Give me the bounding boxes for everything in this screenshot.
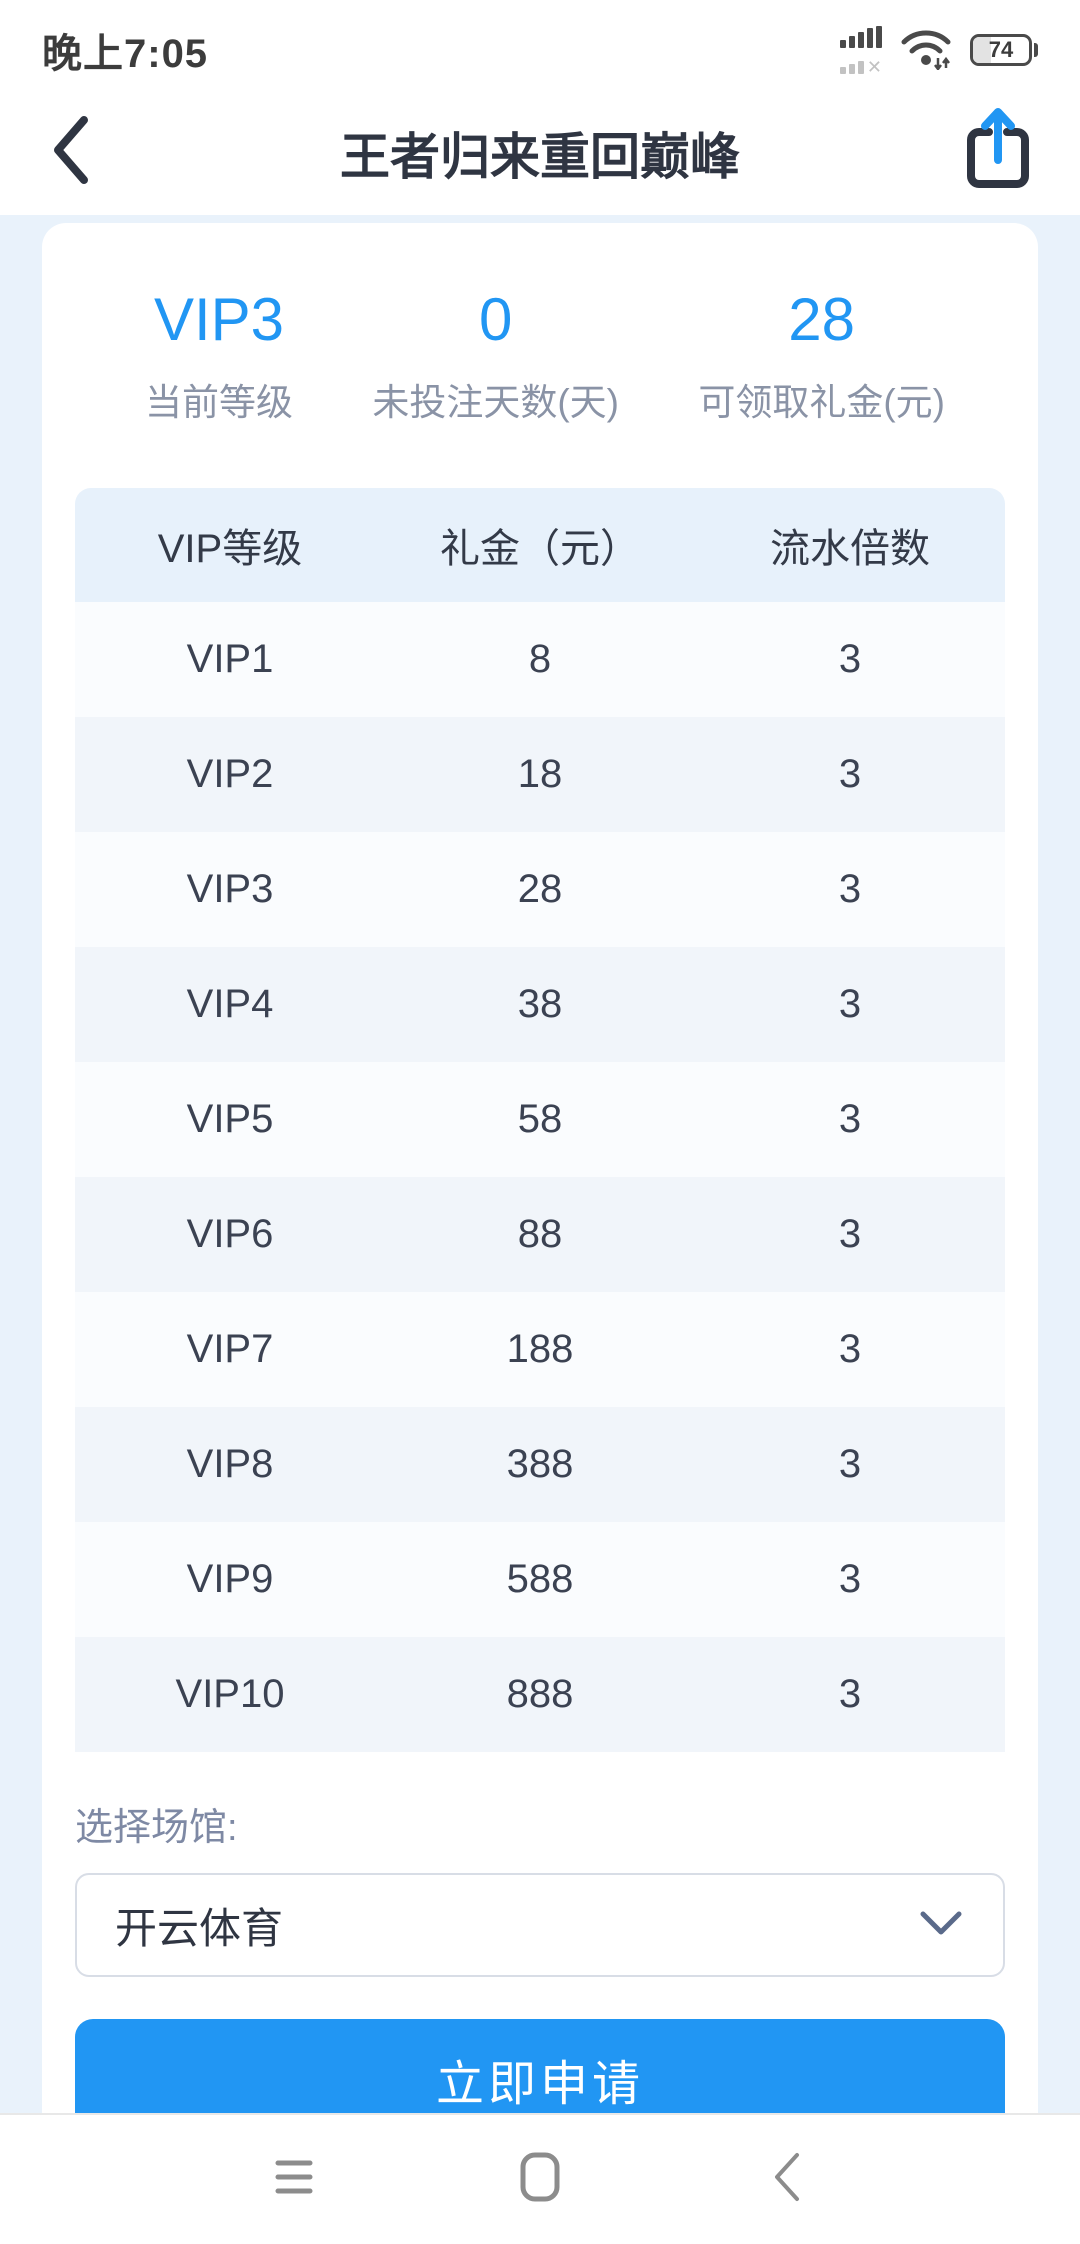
cell-bonus: 8: [528, 637, 552, 681]
nav-back-button[interactable]: [751, 2145, 821, 2215]
stat-current-level: VIP3 当前等级: [145, 285, 293, 426]
status-bar: 晚上7:05 ✕: [0, 0, 1080, 90]
back-icon: [769, 2151, 803, 2208]
stat-label: 未投注天数(天): [372, 382, 619, 423]
cell-multiplier: 3: [838, 1672, 862, 1716]
battery-percent: 74: [988, 37, 1014, 62]
table-row: VIP2 18 3: [75, 717, 1005, 832]
cell-bonus: 58: [517, 1097, 563, 1141]
table-row: VIP5 58 3: [75, 1062, 1005, 1177]
stat-label: 当前等级: [145, 382, 293, 423]
venue-select-label: 选择场馆:: [75, 1807, 238, 1849]
page-title: 王者归来重回巅峰: [340, 128, 740, 185]
android-nav-bar: [0, 2113, 1080, 2244]
cell-bonus: 388: [506, 1442, 574, 1486]
cell-level: VIP7: [186, 1327, 274, 1371]
cell-bonus: 38: [517, 982, 563, 1026]
cell-multiplier: 3: [838, 752, 862, 796]
app-header: 王者归来重回巅峰: [0, 90, 1080, 215]
cell-multiplier: 3: [838, 1557, 862, 1601]
venue-selected-value: 开云体育: [115, 1904, 284, 1952]
vip-table: VIP等级 礼金（元） 流水倍数 VIP1 8 3 VIP2 18 3 VIP3…: [75, 488, 1005, 1752]
cell-level: VIP2: [186, 752, 274, 796]
cell-multiplier: 3: [838, 1327, 862, 1371]
table-row: VIP3 28 3: [75, 832, 1005, 947]
chevron-left-icon: [48, 114, 92, 191]
table-row: VIP6 88 3: [75, 1177, 1005, 1292]
cell-bonus: 88: [517, 1212, 563, 1256]
cell-level: VIP1: [186, 637, 274, 681]
clock: 晚上7:05: [42, 32, 209, 76]
table-row: VIP4 38 3: [75, 947, 1005, 1062]
column-header-bonus: 礼金（元）: [440, 527, 640, 571]
cell-multiplier: 3: [838, 1097, 862, 1141]
cell-bonus: 888: [506, 1672, 574, 1716]
cell-level: VIP6: [186, 1212, 274, 1256]
stat-claimable-bonus: 28 可领取礼金(元): [698, 285, 945, 426]
cell-level: VIP8: [186, 1442, 274, 1486]
stat-value: 0: [478, 286, 513, 353]
column-header-level: VIP等级: [157, 527, 303, 571]
stat-value: VIP3: [153, 286, 285, 353]
table-header-row: VIP等级 礼金（元） 流水倍数: [75, 488, 1005, 602]
apply-button-label: 立即申请: [435, 2058, 644, 2111]
venue-select[interactable]: 开云体育: [75, 1873, 1005, 1977]
column-header-multiplier: 流水倍数: [770, 527, 930, 571]
vip-table-body: VIP1 8 3 VIP2 18 3 VIP3 28 3 VIP4 38 3 V…: [75, 602, 1005, 1752]
cell-multiplier: 3: [838, 867, 862, 911]
table-row: VIP9 588 3: [75, 1522, 1005, 1637]
cell-bonus: 18: [517, 752, 563, 796]
status-icons: ✕ 74: [839, 26, 1038, 76]
table-row: VIP7 188 3: [75, 1292, 1005, 1407]
nav-home-button[interactable]: [505, 2145, 575, 2215]
sim2-signal-off-icon: ✕: [839, 52, 882, 76]
vip-card: VIP3 当前等级 0 未投注天数(天) 28 可领取礼金(元) VIP等级 礼…: [42, 223, 1038, 2139]
cell-multiplier: 3: [838, 982, 862, 1026]
cell-level: VIP4: [186, 982, 274, 1026]
cell-level: VIP3: [186, 867, 274, 911]
menu-icon: [270, 2155, 318, 2204]
stat-label: 可领取礼金(元): [698, 382, 945, 423]
cell-level: VIP10: [175, 1672, 285, 1716]
stat-value: 28: [788, 286, 856, 353]
battery-icon: 74: [970, 34, 1038, 66]
cell-bonus: 588: [506, 1557, 574, 1601]
cell-multiplier: 3: [838, 1212, 862, 1256]
page-background: VIP3 当前等级 0 未投注天数(天) 28 可领取礼金(元) VIP等级 礼…: [0, 215, 1080, 2139]
dual-sim-signal-icon: ✕: [839, 26, 882, 76]
cell-level: VIP5: [186, 1097, 274, 1141]
back-button[interactable]: [40, 112, 100, 192]
cell-level: VIP9: [186, 1557, 274, 1601]
share-button[interactable]: [958, 102, 1038, 202]
cell-bonus: 28: [517, 867, 563, 911]
wifi-icon: [900, 26, 952, 75]
cell-multiplier: 3: [838, 1442, 862, 1486]
table-row: VIP1 8 3: [75, 602, 1005, 717]
cell-bonus: 188: [506, 1327, 574, 1371]
table-row: VIP8 388 3: [75, 1407, 1005, 1522]
share-icon: [965, 106, 1031, 199]
sim1-signal-icon: [839, 26, 882, 48]
nav-menu-button[interactable]: [259, 2145, 329, 2215]
home-icon: [517, 2151, 563, 2208]
cell-multiplier: 3: [838, 637, 862, 681]
chevron-down-icon: [917, 1908, 965, 1943]
table-row: VIP10 888 3: [75, 1637, 1005, 1752]
stat-days-without-bet: 0 未投注天数(天): [372, 285, 619, 426]
stats-row: VIP3 当前等级 0 未投注天数(天) 28 可领取礼金(元): [75, 285, 1005, 426]
